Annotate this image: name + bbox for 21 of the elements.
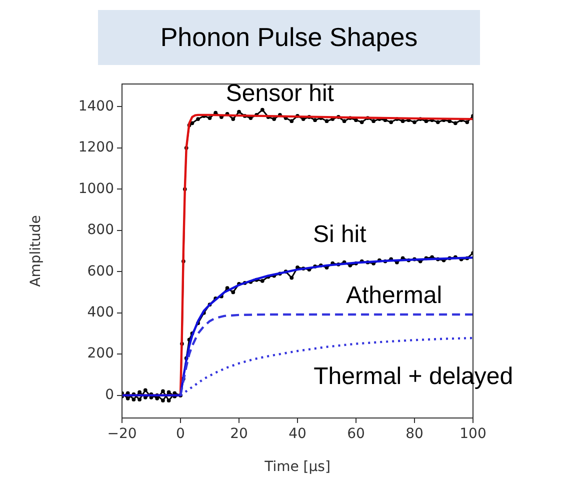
x-tick-label: 20	[230, 426, 248, 442]
y-tick-label: 200	[87, 346, 114, 362]
series-label: Si hit	[312, 220, 367, 248]
x-tick-label: −20	[107, 426, 137, 442]
y-tick-label: 0	[105, 386, 114, 403]
x-tick-label: 0	[176, 426, 185, 442]
x-tick-label: 60	[347, 426, 365, 442]
series-label: Athermal	[346, 282, 442, 310]
y-tick-label: 1200	[78, 140, 114, 156]
y-tick-label: 400	[87, 304, 114, 320]
x-tick-label: 40	[288, 426, 306, 442]
x-tick-label: 80	[406, 426, 424, 442]
y-tick-label: 800	[87, 222, 114, 238]
y-axis-title: Amplitude	[28, 215, 44, 287]
y-tick-label: 600	[87, 263, 114, 280]
x-axis-title: Time [μs]	[264, 459, 330, 476]
series-label: Sensor hit	[226, 80, 334, 107]
chart-title: Phonon Pulse Shapes	[98, 10, 480, 65]
y-tick-label: 1400	[78, 98, 114, 114]
x-tick-label: 100	[460, 426, 486, 442]
y-tick-label: 1000	[78, 180, 114, 197]
